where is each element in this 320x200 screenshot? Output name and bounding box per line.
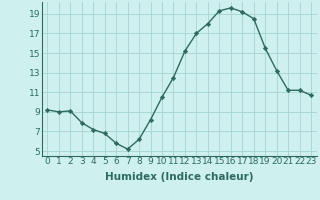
X-axis label: Humidex (Indice chaleur): Humidex (Indice chaleur) <box>105 172 253 182</box>
